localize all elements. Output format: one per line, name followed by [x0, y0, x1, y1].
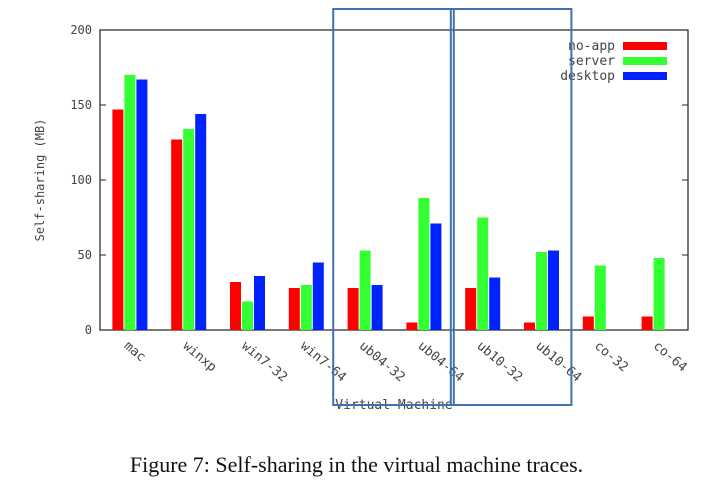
bar-server-mac: [124, 75, 136, 330]
legend-label-server: server: [568, 54, 615, 69]
bar-no-app-co-64: [641, 316, 653, 330]
bar-server-ub04-64: [418, 198, 430, 330]
legend-swatch-desktop: [623, 72, 667, 80]
x-tick-label: ub10-64: [532, 339, 584, 386]
bar-desktop-ub10-64: [548, 250, 559, 330]
y-axis-label: Self-sharing (MB): [33, 119, 47, 242]
figure-caption: Figure 7: Self-sharing in the virtual ma…: [129, 452, 584, 477]
bar-no-app-ub04-64: [406, 322, 418, 330]
x-tick-label: co-32: [591, 339, 631, 376]
highlight-box: [332, 8, 455, 406]
bar-no-app-mac: [112, 109, 124, 330]
bar-no-app-co-32: [582, 316, 594, 330]
bar-no-app-ub10-32: [465, 288, 477, 330]
bar-desktop-ub04-64: [430, 223, 442, 330]
y-tick-label: 150: [70, 98, 92, 112]
bar-no-app-winxp: [171, 139, 183, 330]
legend-label-desktop: desktop: [560, 69, 615, 84]
y-tick-label: 0: [85, 323, 92, 337]
x-tick-label: win7-64: [297, 339, 349, 386]
bar-desktop-win7-32: [254, 276, 265, 330]
bar-no-app-win7-32: [230, 282, 241, 330]
bar-desktop-win7-64: [312, 262, 324, 330]
x-tick-label: ub04-64: [415, 339, 467, 386]
bar-server-winxp: [183, 129, 195, 330]
bar-desktop-mac: [136, 79, 148, 330]
bar-desktop-ub10-32: [489, 277, 501, 330]
legend-label-no-app: no-app: [568, 39, 615, 54]
y-tick-label: 50: [78, 248, 92, 262]
x-tick-label: co-64: [650, 339, 690, 376]
bar-server-ub10-32: [477, 217, 489, 330]
bar-server-co-64: [653, 258, 665, 330]
y-tick-label: 100: [70, 173, 92, 187]
x-tick-label: ub10-32: [474, 339, 526, 386]
legend-swatch-no-app: [623, 42, 667, 50]
legend-swatch-server: [623, 57, 667, 65]
bar-no-app-win7-64: [288, 288, 300, 330]
x-tick-label: ub04-32: [356, 339, 408, 386]
highlight-box: [449, 8, 573, 406]
x-tick-label: win7-32: [238, 339, 290, 386]
y-tick-label: 200: [70, 23, 92, 37]
x-tick-label: mac: [121, 339, 149, 366]
bar-server-win7-64: [300, 285, 312, 330]
bars-layer: [112, 75, 665, 330]
bar-server-co-32: [594, 265, 606, 330]
bar-server-win7-32: [242, 301, 253, 330]
bar-no-app-ub10-64: [524, 322, 535, 330]
bar-no-app-ub04-32: [347, 288, 359, 330]
bar-server-ub04-32: [359, 250, 371, 330]
highlight-boxes: [332, 8, 573, 406]
bar-desktop-winxp: [195, 114, 207, 330]
bar-chart: 0 50 100 150 200 Self-sharing (MB) mac winxp win…: [33, 8, 690, 413]
x-tick-label: winxp: [180, 339, 220, 376]
bar-desktop-ub04-32: [371, 285, 383, 330]
bar-server-ub10-64: [536, 252, 547, 330]
